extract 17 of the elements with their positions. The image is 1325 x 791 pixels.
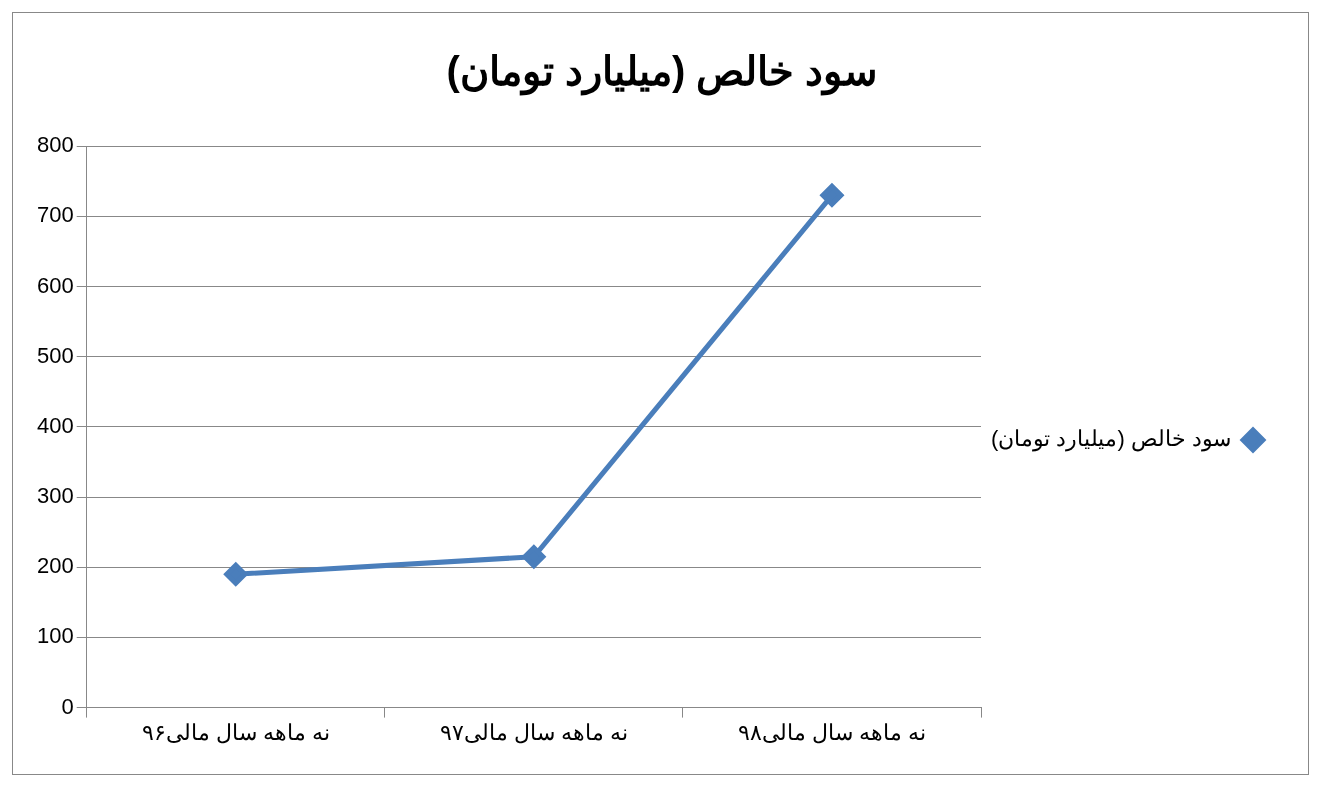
y-tick-label: 600 (36, 272, 74, 298)
y-tick-label: 300 (36, 483, 74, 509)
y-tick-label: 500 (36, 342, 74, 368)
y-tick-label: 400 (36, 412, 74, 438)
y-tick-label: 100 (36, 623, 74, 649)
y-tick-label: 200 (36, 553, 74, 579)
legend-label: سود خالص (میلیارد تومان) (991, 426, 1231, 453)
x-tick-label: نه ماهه سال مالی۹۶ (141, 719, 330, 745)
y-tick-label: 700 (36, 202, 74, 228)
y-tick-label: 0 (61, 693, 74, 719)
point (522, 545, 546, 569)
chart-title: سود خالص (میلیارد تومان) (445, 48, 880, 94)
y-tick-label: 800 (36, 132, 74, 158)
x-tick-label: نه ماهه سال مالی۹۷ (439, 719, 629, 745)
point (820, 183, 844, 207)
x-tick-label: نه ماهه سال مالی۹۸ (737, 719, 927, 745)
point (224, 562, 248, 586)
